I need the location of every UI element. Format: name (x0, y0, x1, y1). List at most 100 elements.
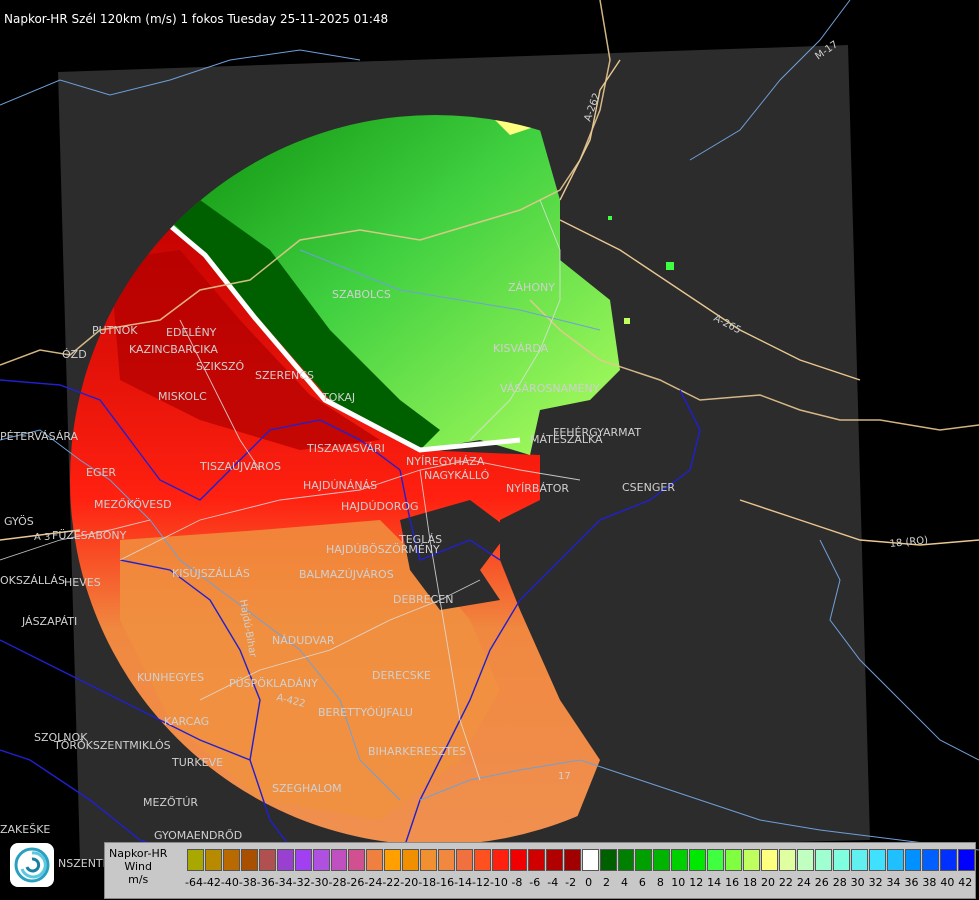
legend-swatch (725, 849, 743, 871)
city-label: NYÍRBÁTOR (506, 482, 569, 495)
legend-swatch (635, 849, 653, 871)
legend-tick-label: -42 (202, 876, 221, 889)
swirl-icon (14, 847, 50, 883)
city-label: DERECSKE (372, 669, 431, 682)
city-label: FEHÉRGYARMAT (553, 426, 641, 439)
city-label: DEBRECEN (393, 593, 453, 606)
city-label: PÉTERVÁSÁRA (0, 430, 79, 443)
legend-tick-label: 8 (656, 876, 664, 889)
river (819, 539, 979, 761)
legend-tick-label: 12 (689, 876, 704, 889)
city-label: TOKAJ (321, 391, 355, 404)
legend-tick-label: -38 (238, 876, 257, 889)
road (469, 199, 561, 441)
city-label: NÁDUDVAR (272, 634, 335, 647)
legend-title: Napkor-HR Wind m/s (109, 847, 167, 886)
legend-swatch (240, 849, 258, 871)
legend-tick-label: -40 (220, 876, 239, 889)
city-label: GYOMAENDRŐD (154, 828, 242, 842)
legend-swatch (456, 849, 473, 871)
city-label: SZERENCS (255, 369, 314, 382)
river (419, 759, 979, 851)
city-label: MEZŐKÖVESD (94, 497, 172, 511)
legend-tick-label: 38 (922, 876, 937, 889)
radar-dot (624, 318, 630, 324)
city-label: PÜSPÖKLADÁNY (229, 677, 318, 690)
legend-swatch (563, 849, 581, 871)
legend-swatch (187, 849, 204, 871)
legend-swatch (814, 849, 832, 871)
county-border (399, 469, 501, 561)
legend-tick-label: -34 (274, 876, 293, 889)
city-label: NAGYKÁLLÓ (424, 469, 490, 482)
road-label: 18 (RO) (889, 535, 929, 550)
legend-tick-label: 6 (638, 876, 646, 889)
legend-tick-label: 14 (707, 876, 722, 889)
city-label: VÁSÁROSNAMÉNY (500, 382, 600, 395)
legend-swatch (420, 849, 438, 871)
river (689, 0, 851, 161)
legend-tick-label: 2 (603, 876, 611, 889)
legend-swatch (653, 849, 671, 871)
radar-echo-positive-dark (165, 200, 440, 450)
legend-swatch (958, 849, 976, 871)
radar-echo-negative-core (110, 250, 380, 450)
legend-tick-label: 28 (832, 876, 847, 889)
legend-tick-label: -32 (292, 876, 311, 889)
legend-tick-label: -28 (328, 876, 347, 889)
city-label: MISKOLC (158, 390, 207, 403)
legend-tick-label: 40 (940, 876, 955, 889)
city-label: HEVES (64, 576, 101, 589)
legend-tick-label: -10 (489, 876, 508, 889)
city-label: GYÖS (4, 515, 34, 528)
legend-swatch (761, 849, 778, 871)
color-legend: Napkor-HR Wind m/s -64 -42 -40 -38 -36 -34 -32… (104, 842, 976, 899)
legend-tick-label: -64 (185, 876, 203, 889)
legend-tick-label: 34 (886, 876, 901, 889)
legend-swatch (402, 849, 420, 871)
legend-tick-label: -20 (400, 876, 419, 889)
river (0, 49, 361, 106)
city-label: MEZŐTÚR (143, 795, 198, 809)
legend-swatch (509, 849, 527, 871)
radar-echo-gap (400, 500, 510, 610)
legend-tick-label: -26 (346, 876, 365, 889)
city-label: FÜZESABONY (52, 529, 127, 542)
city-label: MÁTÉSZALKA (530, 433, 603, 446)
highway (739, 499, 979, 546)
legend-swatch (474, 849, 491, 871)
legend-ticks: -64 -42 -40 -38 -36 -34 -32 -30 -28 -26 -24 -22 -20-… (185, 876, 974, 889)
country-border (0, 0, 611, 366)
legend-swatch (778, 849, 796, 871)
highway (559, 59, 621, 201)
legend-tick-label: 10 (671, 876, 686, 889)
legend-tick-label: -14 (454, 876, 473, 889)
river (0, 429, 401, 801)
legend-swatch (527, 849, 545, 871)
legend-swatch (438, 849, 456, 871)
radar-echo-orange-zone (120, 520, 500, 820)
legend-tick-label: 36 (904, 876, 919, 889)
legend-tick-label: 16 (725, 876, 740, 889)
county-border (0, 639, 251, 761)
city-label: KARCAG (164, 715, 209, 728)
highway (0, 529, 81, 541)
city-label: SZOLNOK (34, 731, 88, 744)
legend-tick-label: 42 (958, 876, 973, 889)
legend-swatch (868, 849, 886, 871)
map-title: Napkor-HR Szél 120km (m/s) 1 fokos Tuesd… (4, 12, 389, 26)
legend-swatch (832, 849, 850, 871)
city-label: KISÚJSZÁLLÁS (172, 567, 250, 580)
city-label: TISZAVASVÁRI (306, 442, 385, 455)
highway (559, 219, 861, 381)
city-label: BALMAZÚJVÁROS (299, 568, 394, 581)
legend-swatch (940, 849, 958, 871)
city-label: OKSZÁLLÁS (0, 574, 65, 587)
legend-swatch (850, 849, 868, 871)
legend-tick-label: -4 (547, 876, 559, 889)
legend-tick-label: -2 (565, 876, 577, 889)
city-label: BIHARKERESZTES (368, 745, 466, 758)
river (299, 249, 601, 331)
road-label: A 3 (34, 532, 50, 543)
legend-swatch (886, 849, 904, 871)
